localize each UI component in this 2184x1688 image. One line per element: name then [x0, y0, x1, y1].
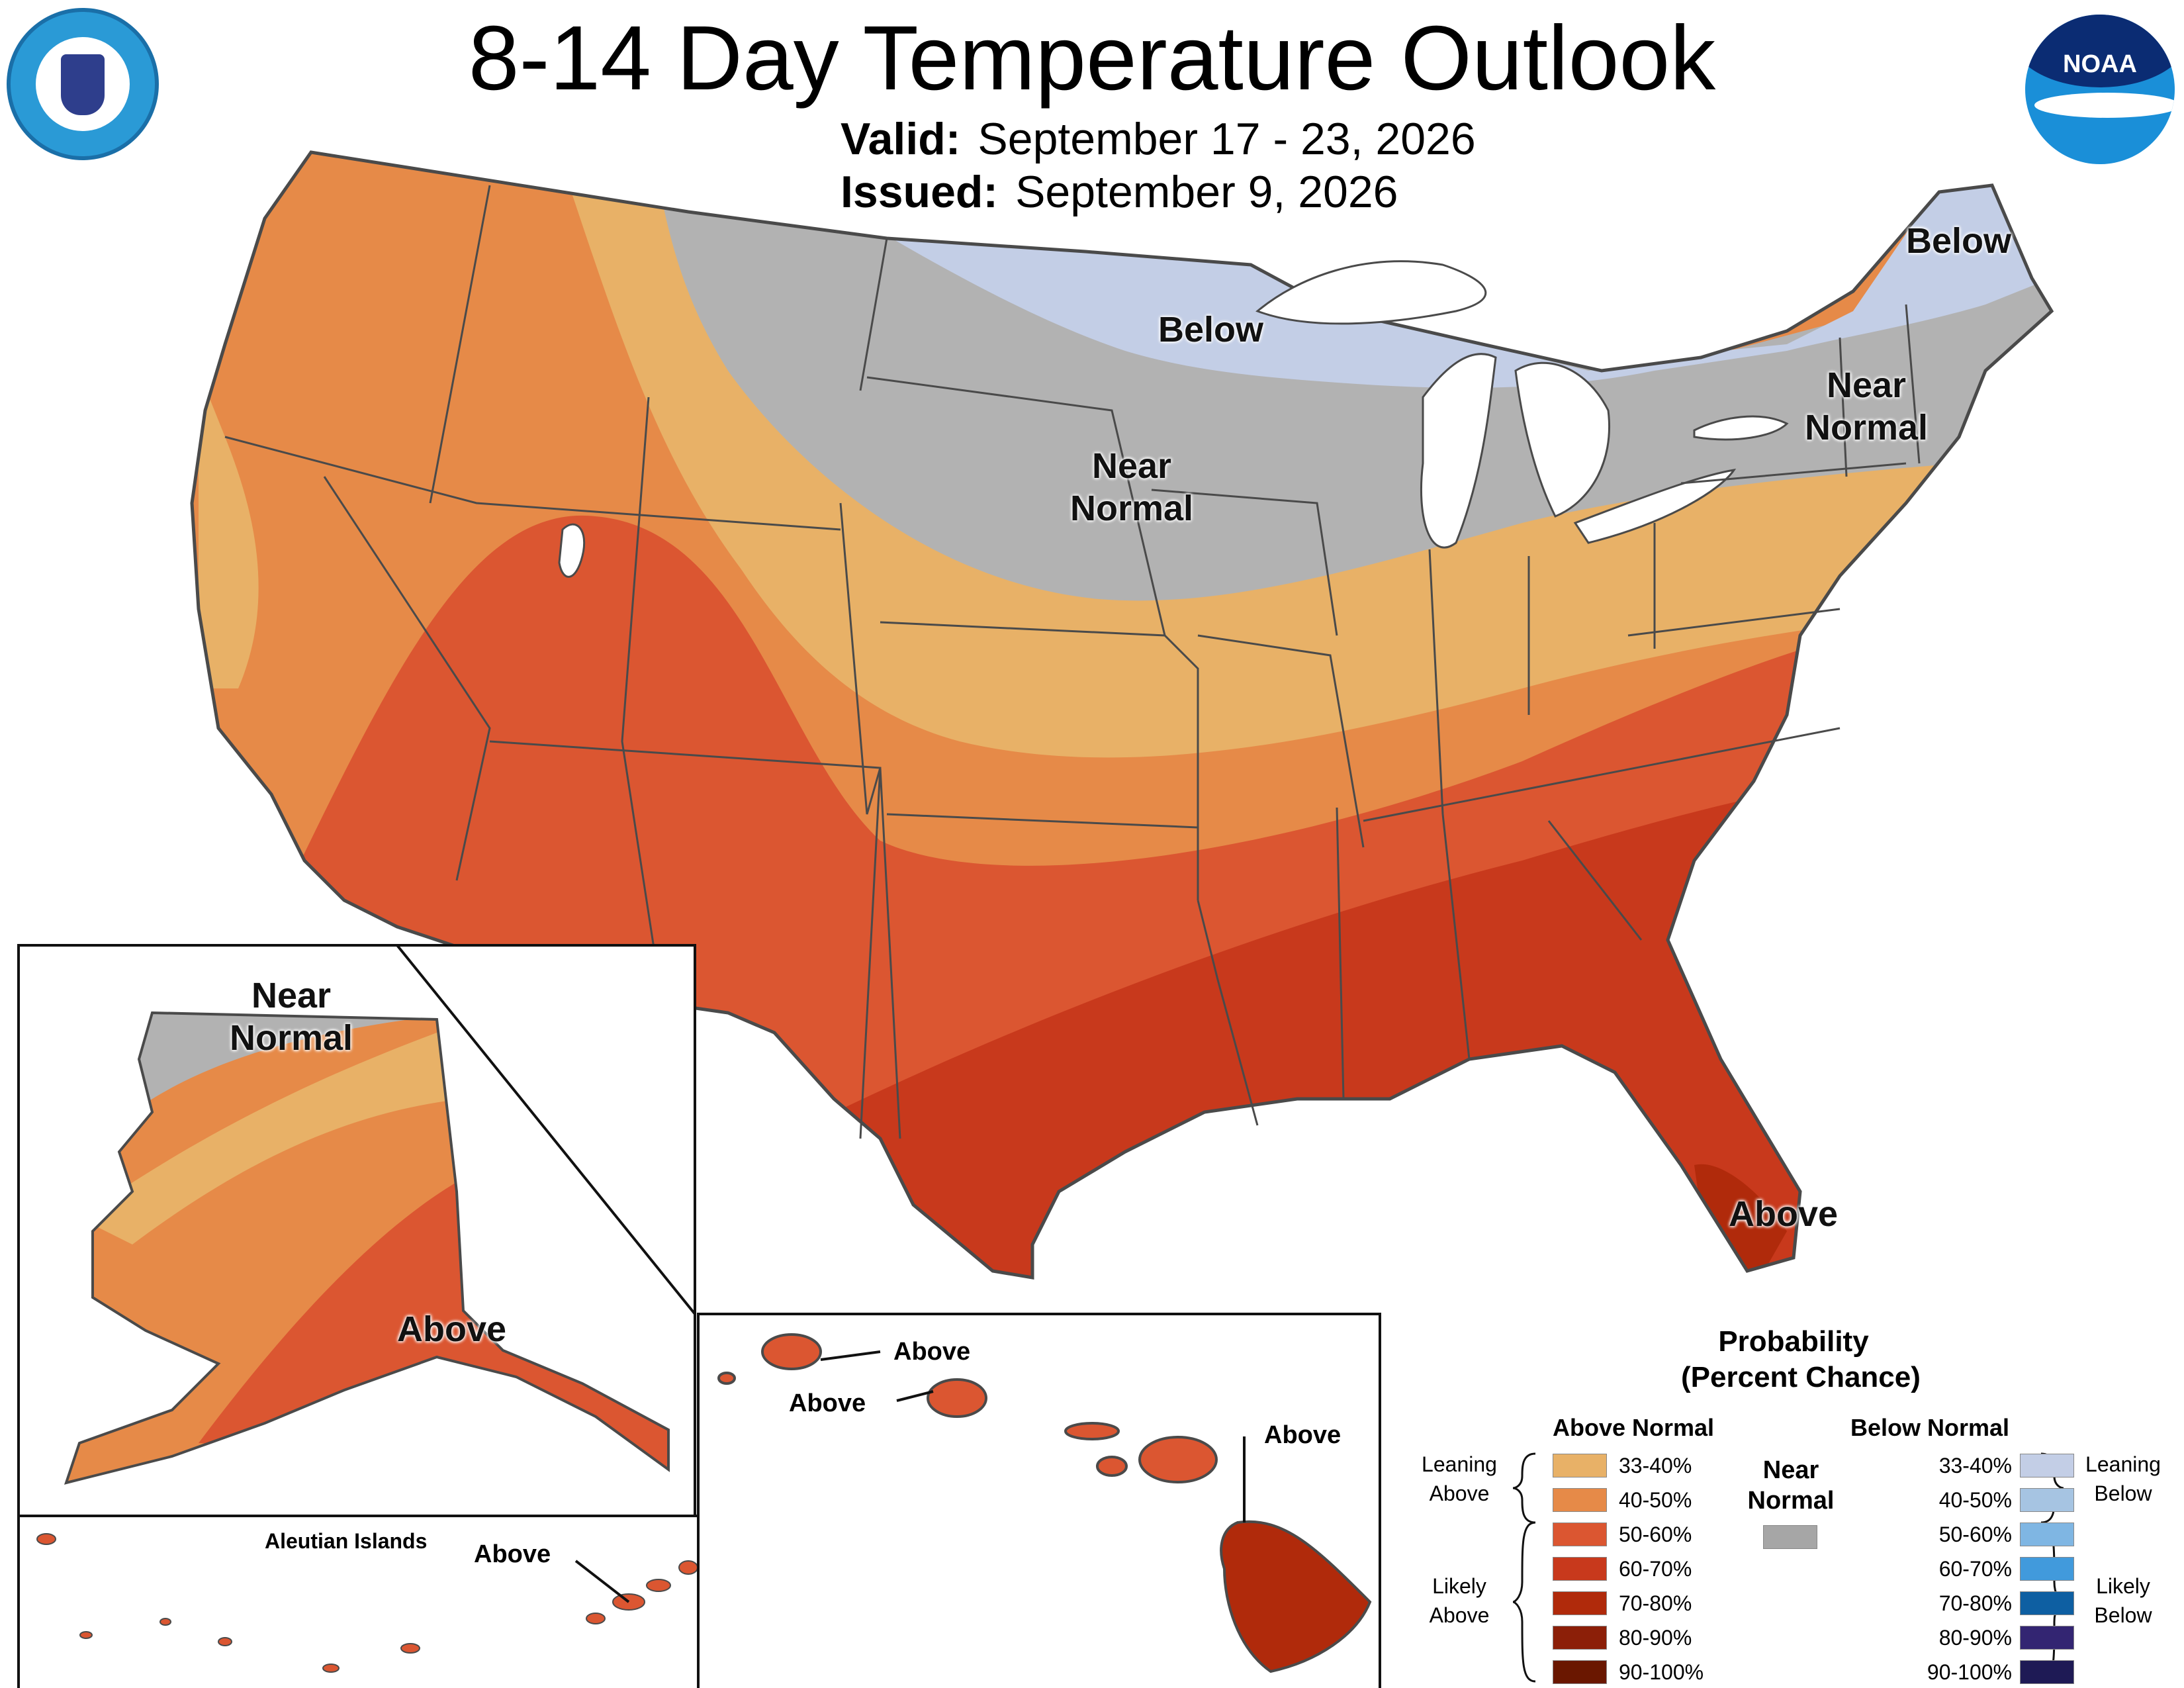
legend-likely-above: Likely Above: [1410, 1571, 1509, 1630]
label-hawaii-above-oahu: Above: [789, 1389, 866, 1417]
label-below-midwest: Below: [1158, 310, 1264, 350]
likely-above-line-2: Above: [1429, 1603, 1490, 1627]
label-near-normal-plains: Near Normal: [1059, 445, 1205, 530]
below-bin-label: 50-60%: [1938, 1523, 2012, 1546]
below-bin-label: 40-50%: [1938, 1488, 2012, 1512]
valid-label: Valid:: [841, 114, 961, 164]
below-bin-swatch: [2020, 1626, 2074, 1650]
legend-near-normal: Near Normal: [1745, 1455, 1837, 1516]
above-bin-label: 90-100%: [1619, 1660, 1704, 1684]
below-bin-swatch: [2020, 1660, 2074, 1684]
aleutian-islands-title: Aleutian Islands: [265, 1529, 428, 1553]
near-normal-ne-line-1: Near: [1826, 365, 1907, 405]
legend-likely-below: Likely Below: [2070, 1571, 2176, 1630]
below-bin-swatch: [2020, 1488, 2074, 1512]
near-normal-swatch: [1763, 1525, 1817, 1549]
above-bin-label: 33-40%: [1619, 1454, 1692, 1477]
near-normal-legend-line-2: Normal: [1747, 1487, 1835, 1515]
above-bin-swatch: [1553, 1523, 1607, 1546]
legend-title-line-1: Probability: [1718, 1325, 1869, 1358]
below-bin-label: 90-100%: [1927, 1660, 2012, 1684]
below-bin-label: 70-80%: [1938, 1591, 2012, 1615]
hawaii-inset: [574, 1313, 1381, 1688]
legend-title: Probability (Percent Chance): [1681, 1324, 1921, 1395]
likely-below-line-2: Below: [2094, 1603, 2152, 1627]
likely-above-line-1: Likely: [1432, 1574, 1486, 1598]
below-bin-swatch: [2020, 1557, 2074, 1581]
near-normal-line-2: Normal: [1069, 489, 1194, 528]
above-bin-swatch: [1553, 1660, 1607, 1684]
above-bin-label: 60-70%: [1619, 1557, 1692, 1581]
above-bin-label: 40-50%: [1619, 1488, 1692, 1512]
leaning-below-line-2: Below: [2094, 1481, 2152, 1505]
below-bin-label: 60-70%: [1938, 1557, 2012, 1581]
near-normal-legend-line-1: Near: [1762, 1456, 1819, 1484]
above-bin-swatch: [1553, 1626, 1607, 1650]
above-bin-swatch: [1553, 1454, 1607, 1477]
great-lakes: [558, 260, 1789, 578]
eagle-shield-icon: [61, 54, 105, 115]
alaska-inset: [17, 944, 705, 1688]
alaska-near-line-1: Near: [251, 976, 332, 1015]
below-bin-swatch: [2020, 1591, 2074, 1615]
below-bin-label: 33-40%: [1938, 1454, 2012, 1477]
state-borders: [224, 185, 1921, 1139]
label-near-normal-northeast: Near Normal: [1794, 364, 1939, 449]
commerce-seal-logo: [7, 8, 159, 160]
label-above-florida: Above: [1729, 1194, 1839, 1234]
leaning-above-line-1: Leaning: [1422, 1452, 1497, 1476]
above-bin-label: 70-80%: [1619, 1591, 1692, 1615]
issued-line: Issued: September 9, 2026: [841, 167, 1398, 217]
above-bin-swatch: [1553, 1591, 1607, 1615]
near-normal-ne-line-2: Normal: [1804, 408, 1929, 447]
noaa-logo: NOAA: [2025, 15, 2175, 164]
label-hawaii-above-big: Above: [1264, 1421, 1342, 1449]
below-bin-label: 80-90%: [1938, 1626, 2012, 1650]
legend-below-header: Below Normal: [1850, 1414, 2010, 1441]
likely-below-line-1: Likely: [2096, 1574, 2150, 1598]
legend-leaning-above: Leaning Above: [1410, 1450, 1509, 1508]
label-aleutian-above: Above: [474, 1540, 551, 1568]
label-hawaii-above-kauai: Above: [893, 1338, 971, 1366]
leaning-above-line-2: Above: [1429, 1481, 1490, 1505]
leaning-below-line-1: Leaning: [2085, 1452, 2161, 1476]
alaska-near-line-2: Normal: [229, 1018, 353, 1058]
above-bin-swatch: [1553, 1557, 1607, 1581]
above-bin-label: 50-60%: [1619, 1523, 1692, 1546]
label-below-northeast: Below: [1906, 221, 2012, 261]
above-bin-swatch: [1553, 1488, 1607, 1512]
issued-value: September 9, 2026: [1015, 167, 1398, 217]
near-normal-line-1: Near: [1091, 446, 1172, 486]
label-alaska-above: Above: [397, 1309, 507, 1349]
below-bin-swatch: [2020, 1523, 2074, 1546]
issued-label: Issued:: [841, 167, 999, 217]
legend-above-header: Above Normal: [1553, 1414, 1715, 1441]
valid-value: September 17 - 23, 2026: [978, 114, 1476, 164]
conus-outline: [190, 150, 2054, 1280]
label-alaska-near-normal: Near Normal: [218, 974, 364, 1059]
below-bin-swatch: [2020, 1454, 2074, 1477]
legend-title-line-2: (Percent Chance): [1681, 1361, 1921, 1393]
page-title: 8-14 Day Temperature Outlook: [468, 7, 1716, 109]
noaa-wordmark: NOAA: [2063, 50, 2137, 78]
legend-leaning-below: Leaning Below: [2070, 1450, 2176, 1508]
valid-line: Valid: September 17 - 23, 2026: [841, 114, 1476, 164]
above-bin-label: 80-90%: [1619, 1626, 1692, 1650]
